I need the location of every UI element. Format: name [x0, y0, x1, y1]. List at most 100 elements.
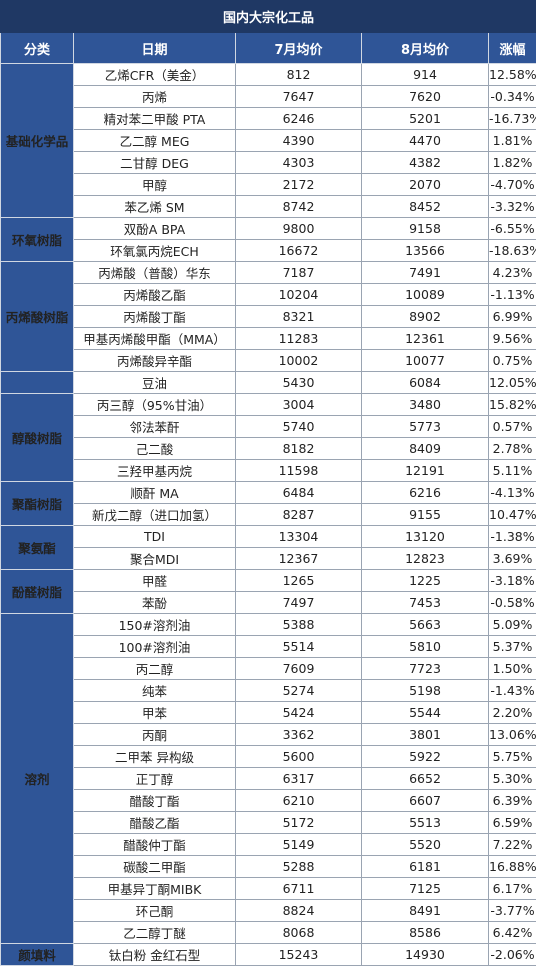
table-row: 乙二醇 MEG 4390 4470 1.81% [1, 129, 536, 152]
table-row: 醋酸乙酯 5172 5513 6.59% [1, 811, 536, 834]
table-row: 丙二醇 7609 7723 1.50% [1, 657, 536, 680]
change-cell: 6.99% [487, 305, 536, 328]
change-cell: -0.58% [487, 591, 536, 614]
change-cell: -3.77% [487, 899, 536, 922]
change-cell: -1.13% [487, 283, 536, 306]
july-price-cell: 4303 [235, 151, 362, 174]
july-price-cell: 8182 [235, 437, 362, 460]
august-price-cell: 7723 [361, 657, 489, 680]
category-cell: 聚氨酯 [0, 525, 74, 570]
table-row: 三羟甲基丙烷 11598 12191 5.11% [1, 459, 536, 482]
august-price-cell: 5520 [361, 833, 489, 856]
table-title: 国内大宗化工品 [0, 0, 536, 33]
august-price-cell: 5810 [361, 635, 489, 658]
august-price-cell: 5201 [361, 107, 489, 130]
change-cell: 5.75% [487, 745, 536, 768]
product-name-cell: 甲醛 [73, 569, 236, 592]
change-cell: 6.17% [487, 877, 536, 900]
table-row: 聚氨酯 TDI 13304 13120 -1.38% [0, 525, 536, 570]
august-price-cell: 6652 [361, 767, 489, 790]
change-cell: 13.06% [487, 723, 536, 746]
product-name-cell: 苯乙烯 SM [73, 195, 236, 218]
july-price-cell: 5514 [235, 635, 362, 658]
change-cell: 5.11% [487, 459, 536, 482]
july-price-cell: 5149 [235, 833, 362, 856]
product-name-cell: 丙烯酸（普酸）华东 [73, 261, 236, 284]
july-price-cell: 4390 [235, 129, 362, 152]
table-body: 基础化学品 乙烯CFR（美金） 812 914 12.58% 丙烯 7647 7620 -0.3… [0, 63, 536, 966]
change-cell: 6.59% [487, 811, 536, 834]
july-price-cell: 6317 [235, 767, 362, 790]
august-price-cell: 6181 [361, 855, 489, 878]
table-row: 聚合MDI 12367 12823 3.69% [1, 547, 536, 570]
july-price-cell: 812 [235, 63, 362, 86]
july-price-cell: 7187 [235, 261, 362, 284]
product-name-cell: 甲基异丁酮MIBK [73, 877, 236, 900]
august-price-cell: 6216 [361, 481, 489, 504]
table-row: 丙烯酸丁酯 8321 8902 6.99% [1, 305, 536, 328]
july-price-cell: 3362 [235, 723, 362, 746]
july-price-cell: 11283 [235, 327, 362, 350]
product-name-cell: 苯酚 [73, 591, 236, 614]
table-row: 甲醇 2172 2070 -4.70% [1, 173, 536, 196]
august-price-cell: 7125 [361, 877, 489, 900]
august-price-cell: 9158 [361, 217, 489, 240]
product-name-cell: 三羟甲基丙烷 [73, 459, 236, 482]
july-price-cell: 6484 [235, 481, 362, 504]
table-row: 己二酸 8182 8409 2.78% [1, 437, 536, 460]
july-price-cell: 5288 [235, 855, 362, 878]
table-row: 丙烯酸异辛酯 10002 10077 0.75% [1, 349, 536, 372]
table-row: 丙酮 3362 3801 13.06% [1, 723, 536, 746]
july-price-cell: 15243 [235, 943, 362, 966]
table-row: 颜填料 钛白粉 金红石型 15243 14930 -2.06% [0, 943, 536, 966]
category-cell: 酚醛树脂 [0, 569, 74, 614]
july-price-cell: 7497 [235, 591, 362, 614]
july-price-cell: 10204 [235, 283, 362, 306]
product-name-cell: 丙二醇 [73, 657, 236, 680]
change-cell: -4.70% [487, 173, 536, 196]
july-price-cell: 13304 [235, 525, 362, 548]
july-price-cell: 12367 [235, 547, 362, 570]
product-name-cell: 碳酸二甲酯 [73, 855, 236, 878]
august-price-cell: 13120 [361, 525, 489, 548]
table-row: 甲苯 5424 5544 2.20% [1, 701, 536, 724]
august-price-cell: 5922 [361, 745, 489, 768]
august-price-cell: 7453 [361, 591, 489, 614]
august-price-cell: 12191 [361, 459, 489, 482]
table-row: 豆油 5430 6084 12.05% [0, 371, 536, 394]
table-row: 丙烯酸树脂 丙烯酸（普酸）华东 7187 7491 4.23% [0, 261, 536, 372]
august-price-cell: 4470 [361, 129, 489, 152]
july-price-cell: 5172 [235, 811, 362, 834]
product-name-cell: 豆油 [73, 371, 236, 394]
product-name-cell: 正丁醇 [73, 767, 236, 790]
product-name-cell: 丙烯酸乙酯 [73, 283, 236, 306]
july-price-cell: 10002 [235, 349, 362, 372]
august-price-cell: 12823 [361, 547, 489, 570]
table-row: 丙烯 7647 7620 -0.34% [1, 85, 536, 108]
table-row: 纯苯 5274 5198 -1.43% [1, 679, 536, 702]
august-price-cell: 8452 [361, 195, 489, 218]
july-price-cell: 8321 [235, 305, 362, 328]
change-cell: 12.05% [487, 371, 536, 394]
august-price-cell: 13566 [361, 239, 489, 262]
table-row: 环氧氯丙烷ECH 16672 13566 -18.63% [1, 239, 536, 262]
august-price-cell: 10077 [361, 349, 489, 372]
product-name-cell: 新戊二醇（进口加氢） [73, 503, 236, 526]
july-price-cell: 5424 [235, 701, 362, 724]
table-row: 醋酸仲丁酯 5149 5520 7.22% [1, 833, 536, 856]
august-price-cell: 5513 [361, 811, 489, 834]
change-cell: 0.57% [487, 415, 536, 438]
august-price-cell: 6084 [361, 371, 489, 394]
august-price-cell: 2070 [361, 173, 489, 196]
july-price-cell: 3004 [235, 393, 362, 416]
product-name-cell: 精对苯二甲酸 PTA [73, 107, 236, 130]
august-price-cell: 914 [361, 63, 489, 86]
product-name-cell: 丙烯酸丁酯 [73, 305, 236, 328]
product-name-cell: 丙烯 [73, 85, 236, 108]
product-name-cell: 聚合MDI [73, 547, 236, 570]
july-price-cell: 7609 [235, 657, 362, 680]
table-row: 醇酸树脂 丙三醇（95%甘油） 3004 3480 15.82% [0, 393, 536, 482]
change-cell: 16.88% [487, 855, 536, 878]
july-price-cell: 8068 [235, 921, 362, 944]
